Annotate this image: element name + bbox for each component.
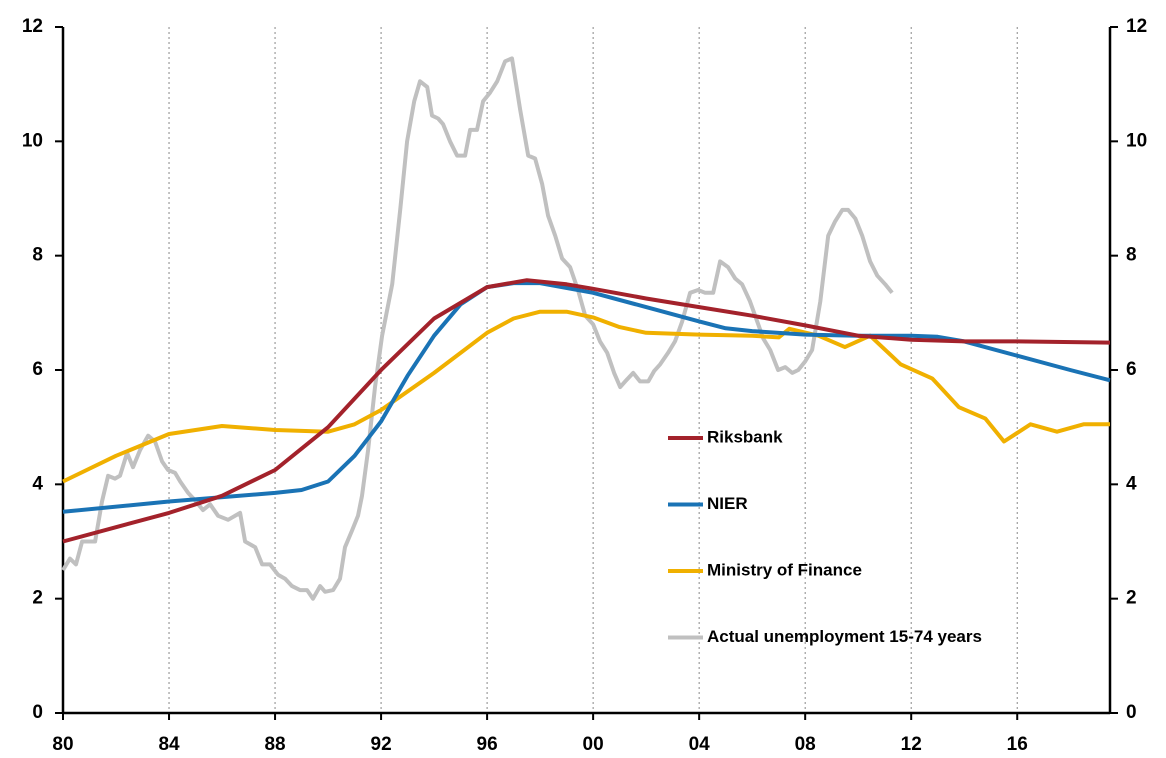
series-line [62, 281, 1111, 514]
x-tick-label: 12 [901, 734, 922, 755]
legend-label: NIER [707, 494, 748, 513]
y-tick-label: 6 [32, 359, 43, 380]
x-tick-label: 00 [583, 734, 604, 755]
legend-label: Ministry of Finance [707, 560, 862, 579]
legend-label: Actual unemployment 15-74 years [707, 627, 982, 646]
series-line [61, 56, 894, 601]
x-tick-label: 92 [371, 734, 392, 755]
y2-tick-label: 10 [1126, 130, 1147, 151]
x-tick-label: 80 [52, 734, 73, 755]
y2-tick-label: 6 [1126, 359, 1137, 380]
y-tick-label: 8 [32, 245, 43, 266]
x-tick-label: 96 [477, 734, 498, 755]
series-line [62, 309, 1110, 484]
y2-tick-label: 0 [1126, 702, 1137, 723]
y-tick-label: 2 [32, 588, 43, 609]
y2-tick-label: 8 [1126, 245, 1137, 266]
legend-label: Riksbank [707, 427, 783, 446]
y-tick-label: 0 [32, 702, 43, 723]
x-tick-label: 16 [1007, 734, 1028, 755]
y2-tick-label: 4 [1126, 473, 1137, 494]
y2-tick-label: 12 [1126, 16, 1147, 37]
x-tick-label: 08 [795, 734, 816, 755]
x-tick-label: 04 [689, 734, 711, 755]
x-tick-label: 84 [158, 734, 180, 755]
y-tick-label: 10 [22, 130, 43, 151]
y2-tick-label: 2 [1126, 588, 1137, 609]
x-tick-label: 88 [264, 734, 285, 755]
series-line [62, 278, 1111, 544]
y-tick-label: 4 [32, 473, 43, 494]
y-tick-label: 12 [22, 16, 43, 37]
